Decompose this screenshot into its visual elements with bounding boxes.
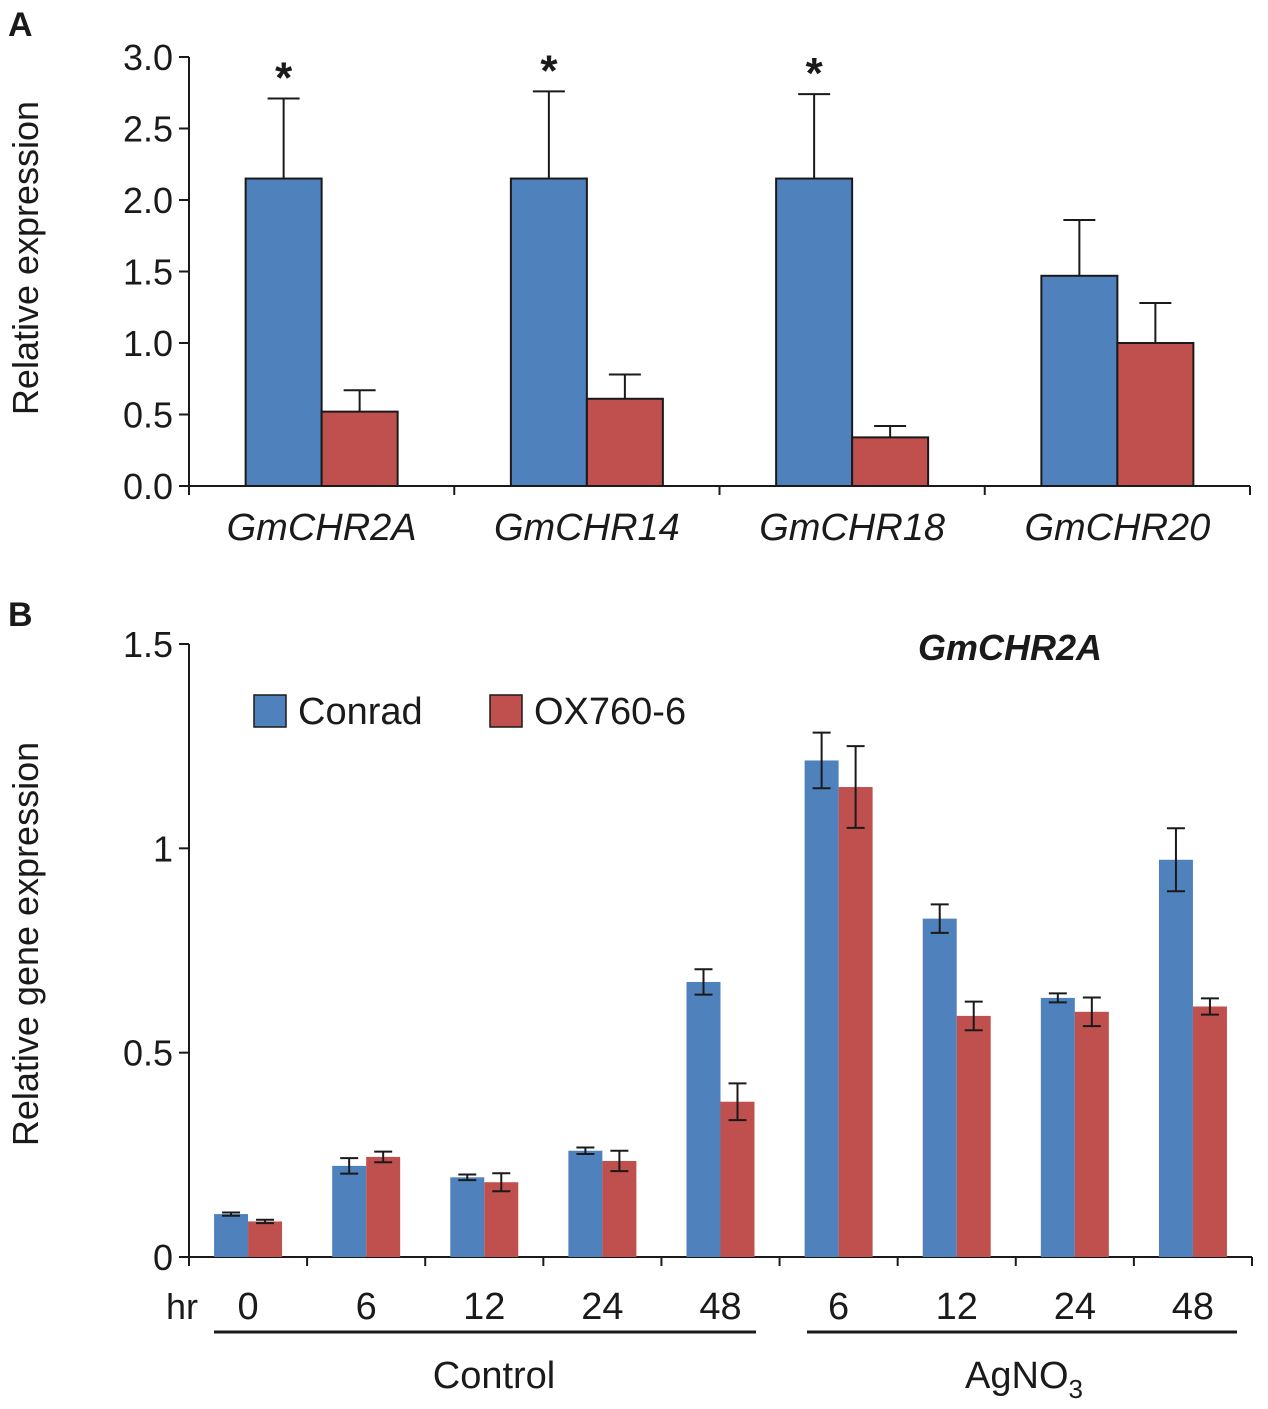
- bar-conrad-agno3-24hr: [1040, 997, 1075, 1257]
- group-label-agno3-subscript: 3: [1069, 1374, 1083, 1404]
- bar-ox760-6-gmchr20: [1116, 342, 1195, 487]
- panel-b-x-tick-label: 12: [936, 1286, 978, 1328]
- bar-ox760-6-control-6hr: [366, 1156, 401, 1257]
- significance-marker-gmchr14: *: [540, 46, 558, 95]
- panel-b-y-tick-label: 1: [153, 828, 173, 869]
- legend-swatch-ox760-6: [489, 694, 523, 728]
- panel-a-label: A: [8, 6, 33, 44]
- bar-conrad-agno3-6hr: [804, 760, 839, 1257]
- panel-b-title: GmCHR2A: [918, 627, 1102, 668]
- panel-b-y-tick-label: 0: [153, 1237, 173, 1278]
- bar-conrad-gmchr2a: [244, 177, 323, 488]
- group-labels: Control AgNO3: [214, 1330, 1237, 1404]
- bar-conrad-control-24hr: [568, 1150, 603, 1257]
- group-label-agno3-base: AgNO: [965, 1355, 1068, 1397]
- panel-b-y-tick-label: 1.5: [123, 624, 173, 665]
- bar-conrad-control-0hr: [214, 1214, 249, 1257]
- bar-conrad-control-48hr: [686, 981, 721, 1257]
- bar-ox760-6-control-0hr: [248, 1221, 283, 1257]
- bar-ox760-6-control-48hr: [720, 1101, 755, 1257]
- bar-conrad-control-12hr: [450, 1177, 485, 1257]
- panel-b-x-tick-label: 6: [356, 1286, 377, 1328]
- significance-marker-gmchr18: *: [806, 49, 824, 98]
- panel-b-x-tick-label: 12: [463, 1286, 505, 1328]
- legend: Conrad OX760-6: [253, 691, 686, 733]
- panel-a-x-tick-label: GmCHR14: [494, 507, 680, 549]
- panel-b-x-tick-label: 48: [699, 1286, 741, 1328]
- panel-a-x-tick-label: GmCHR18: [759, 507, 945, 549]
- group-label-agno3: AgNO3: [965, 1355, 1083, 1404]
- panel-a-y-tick-label: 0.0: [123, 466, 173, 507]
- panel-a-y-tick-label: 3.0: [123, 37, 173, 78]
- panel-a-x-tick-label: GmCHR2A: [227, 507, 417, 549]
- panel-b-x-tick-label: 48: [1172, 1286, 1214, 1328]
- legend-swatch-conrad: [253, 694, 287, 728]
- panel-a-y-tick-label: 1.0: [123, 323, 173, 364]
- bar-ox760-6-control-12hr: [484, 1182, 519, 1257]
- panel-a-x-tick-label: GmCHR20: [1024, 507, 1210, 549]
- panel-a-y-tick-label: 2.0: [123, 180, 173, 221]
- panel-a-ylabel: Relative expression: [5, 101, 46, 415]
- bar-ox760-6-agno3-6hr: [838, 787, 873, 1257]
- panel-b-x-prefix: hr: [166, 1286, 198, 1327]
- bar-conrad-agno3-48hr: [1158, 859, 1193, 1257]
- panel-b-ylabel: Relative gene expression: [5, 742, 46, 1146]
- bar-ox760-6-agno3-12hr: [956, 1015, 991, 1257]
- panel-a-y-tick-label: 0.5: [123, 395, 173, 436]
- panel-b-x-tick-label: 0: [237, 1286, 258, 1328]
- bar-conrad-control-6hr: [332, 1165, 367, 1257]
- panel-a-chart: 0.0 0.5 1.0 1.5 2.0 2.5 3.0 GmCHR2A GmCHR14 GmCHR…: [123, 37, 1251, 549]
- panel-b-label: B: [8, 596, 33, 634]
- bar-ox760-6-gmchr2a: [320, 410, 399, 488]
- bar-conrad-gmchr18: [775, 177, 854, 488]
- bar-ox760-6-gmchr14: [585, 397, 664, 487]
- panel-b-x-tick-label: 24: [1054, 1286, 1096, 1328]
- bar-ox760-6-control-24hr: [602, 1160, 637, 1257]
- bar-ox760-6-agno3-24hr: [1074, 1011, 1109, 1257]
- panel-b-y-tick-label: 0.5: [123, 1033, 173, 1074]
- panel-a-y-tick-label: 1.5: [123, 252, 173, 293]
- panel-a-y-tick-label: 2.5: [123, 109, 173, 150]
- significance-marker-gmchr2a: *: [275, 53, 293, 102]
- bar-ox760-6-agno3-48hr: [1192, 1006, 1227, 1257]
- bar-conrad-gmchr20: [1040, 274, 1119, 488]
- panel-b-x-tick-label: 24: [581, 1286, 623, 1328]
- bar-ox760-6-gmchr18: [851, 436, 930, 488]
- panel-b-chart: 0 0.5 1 1.5 0 6 12 24 48 6 12 24 48: [123, 624, 1253, 1328]
- legend-label-ox760-6: OX760-6: [534, 691, 686, 733]
- legend-label-conrad: Conrad: [298, 691, 423, 733]
- group-label-control: Control: [433, 1355, 556, 1397]
- bar-conrad-agno3-12hr: [922, 918, 957, 1257]
- bar-conrad-gmchr14: [509, 177, 588, 488]
- panel-b-x-tick-label: 6: [828, 1286, 849, 1328]
